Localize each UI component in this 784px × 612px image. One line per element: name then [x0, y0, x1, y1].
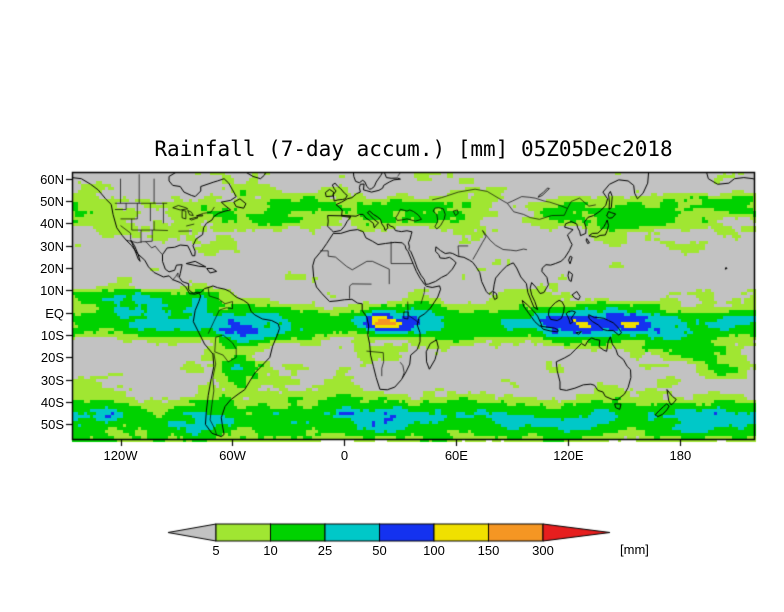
y-tick-label: 60N: [40, 171, 64, 187]
y-tick-label: EQ: [45, 305, 64, 321]
y-tick-label: 50N: [40, 194, 64, 210]
y-tick-label: 40N: [40, 216, 64, 232]
x-tick-label: 60W: [219, 448, 246, 463]
colorbar-unit-label: [mm]: [620, 542, 649, 557]
colorbar-tick-label: 5: [212, 543, 220, 558]
colorbar-tick-label: 150: [477, 543, 500, 558]
y-tick-label: 10N: [40, 283, 64, 299]
colorbar-tick-label: 25: [317, 543, 333, 558]
y-tick-label: 40S: [40, 395, 64, 411]
x-tick-label: 60E: [444, 448, 468, 463]
y-tick-label: 50S: [40, 417, 64, 433]
chart-title: Rainfall (7-day accum.) [mm] 05Z05Dec201…: [154, 137, 673, 161]
x-tick-label: 120E: [553, 448, 584, 463]
x-tick-label: 120W: [103, 448, 138, 463]
colorbar-tick-label: 100: [423, 543, 445, 558]
y-tick-label: 10S: [40, 328, 64, 344]
y-tick-label: 20S: [40, 350, 64, 366]
colorbar-tick-label: 300: [532, 543, 554, 558]
x-tick-label: 180: [669, 448, 692, 463]
y-tick-label: 30N: [40, 238, 64, 254]
colorbar-tick-label: 10: [263, 543, 278, 558]
x-tick-label: 0: [340, 448, 349, 463]
y-tick-label: 20N: [40, 261, 64, 277]
colorbar-tick-label: 50: [372, 543, 387, 558]
y-tick-label: 30S: [40, 372, 64, 388]
